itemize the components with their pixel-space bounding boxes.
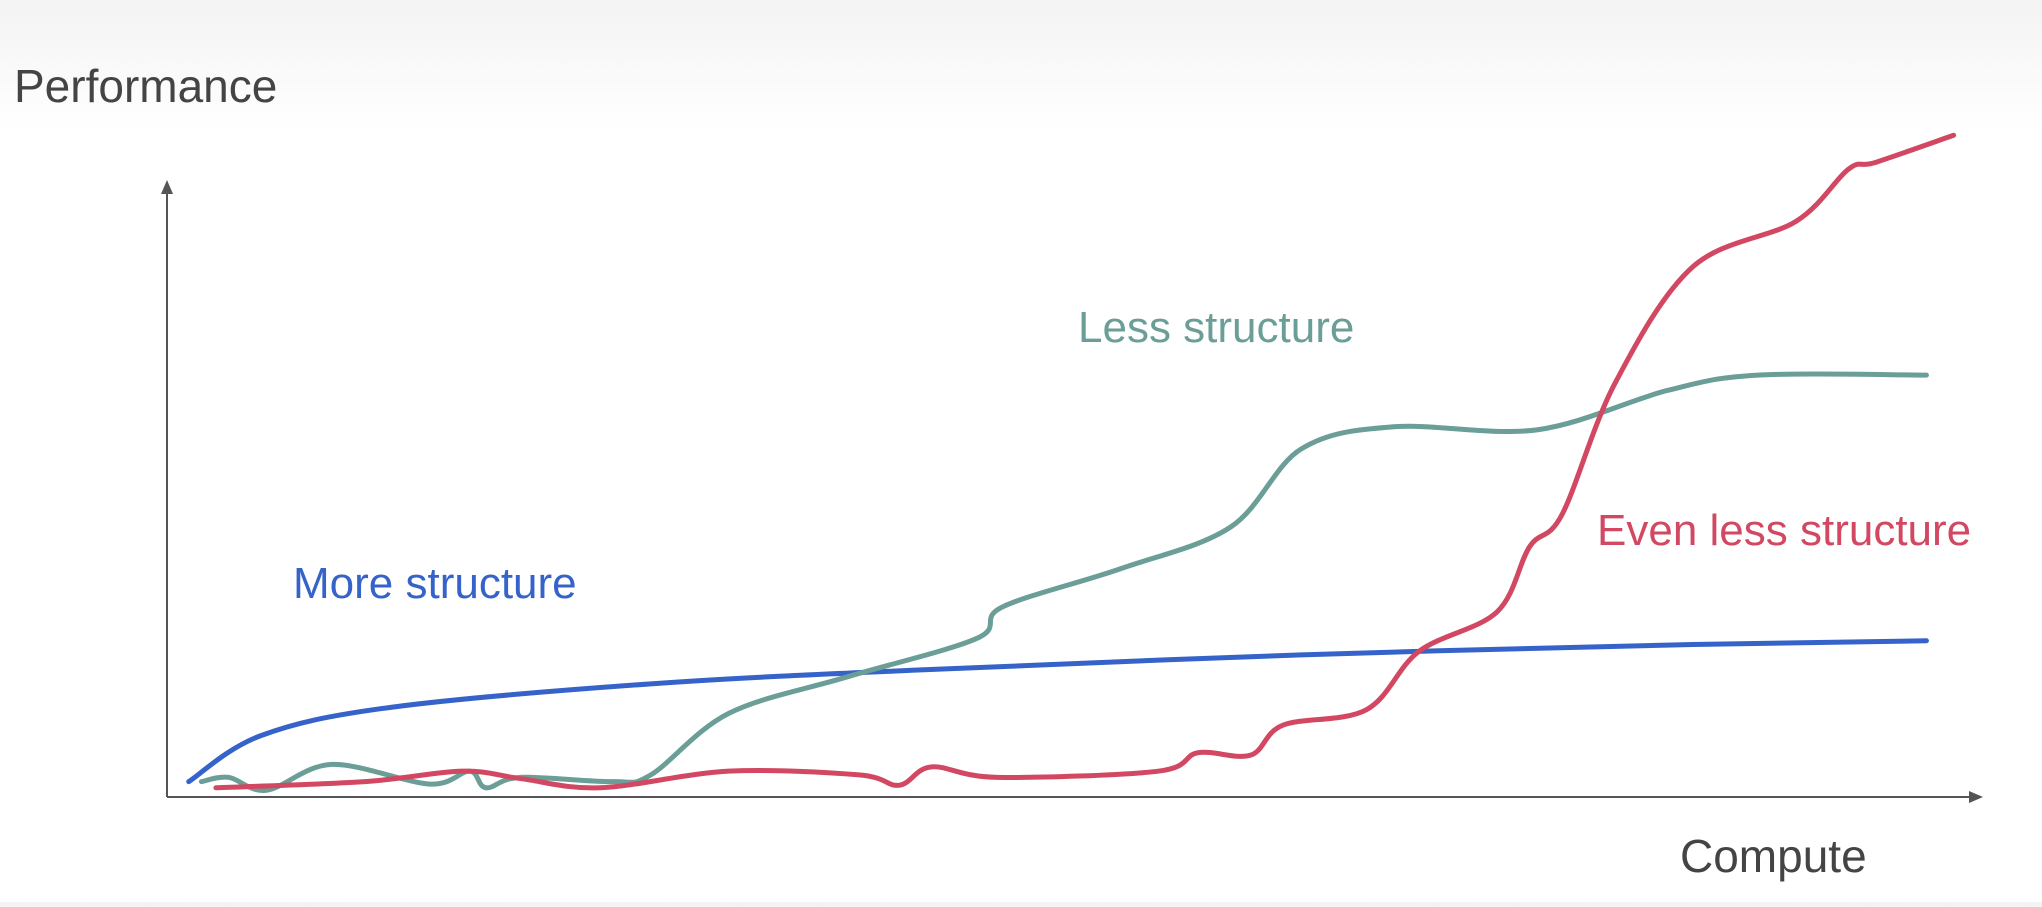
series-line [198,371,1929,793]
series-label: Even less structure [1597,506,1971,555]
y-axis-arrow [161,180,173,194]
series-line [213,132,1957,791]
series-label: More structure [293,559,577,608]
x-axis-label: Compute [1680,830,1867,882]
series-label: Less structure [1078,303,1354,352]
x-axis-arrow [1969,791,1983,803]
y-axis-label: Performance [14,60,277,112]
series-line [186,638,1929,785]
